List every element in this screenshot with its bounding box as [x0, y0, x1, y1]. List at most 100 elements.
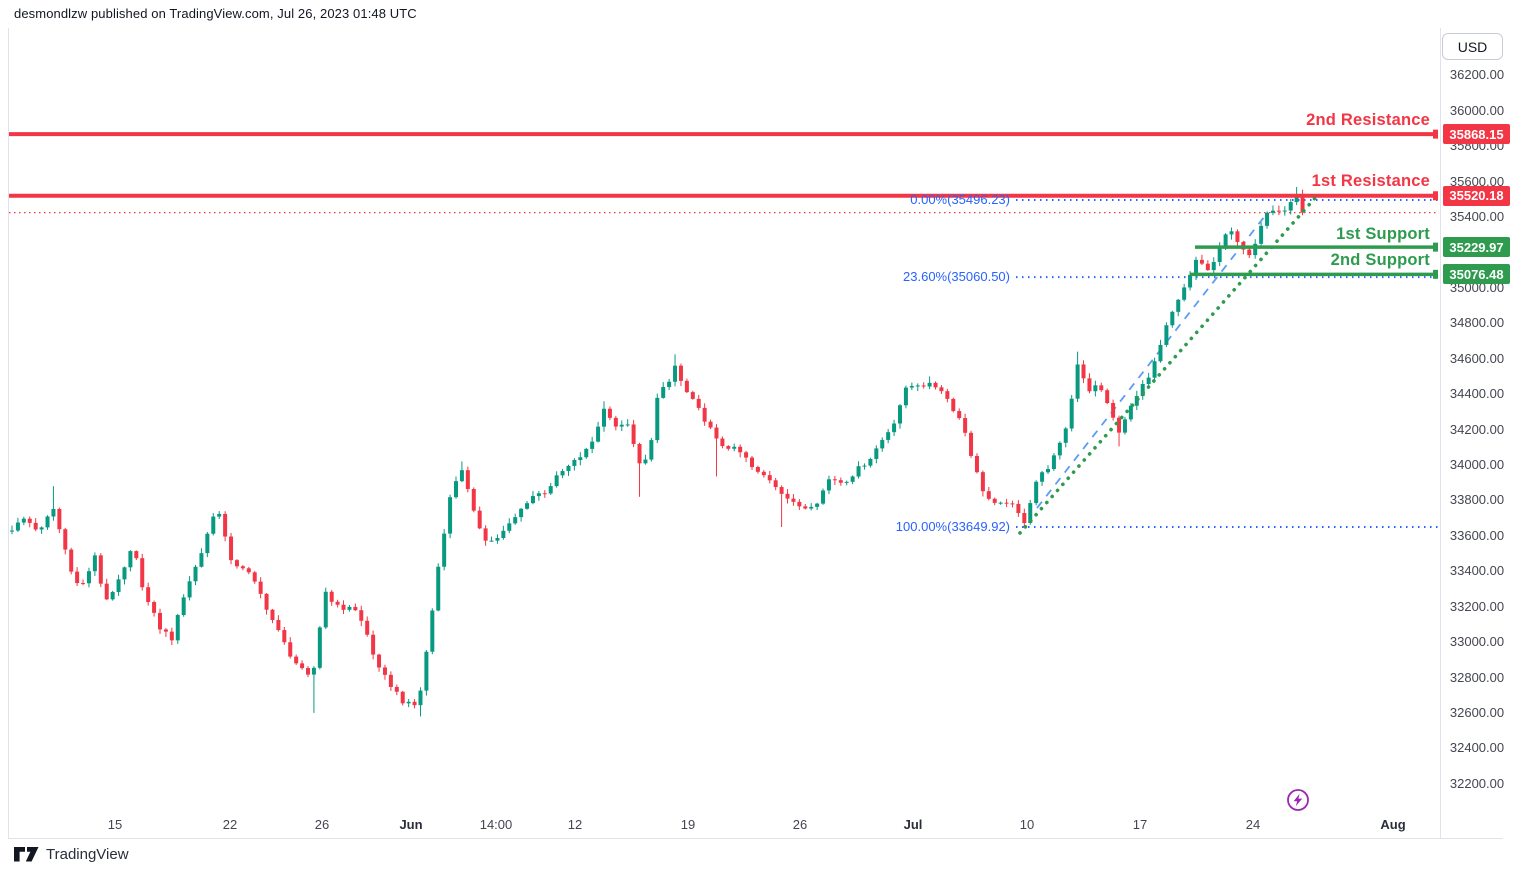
- candle-body: [400, 691, 405, 704]
- candle-body: [465, 470, 470, 489]
- candle-body: [637, 443, 642, 464]
- time-tick-12: 12: [567, 817, 583, 832]
- candle-body: [655, 397, 660, 441]
- candle-body: [51, 508, 56, 517]
- candle-body: [1152, 361, 1157, 378]
- candle-body: [1105, 390, 1110, 404]
- candle-body: [382, 667, 387, 675]
- candle-body: [116, 579, 121, 593]
- candle-body: [169, 631, 174, 641]
- candle-body: [252, 572, 257, 582]
- candle-body: [1259, 225, 1264, 244]
- currency-toggle-button[interactable]: USD: [1442, 33, 1503, 60]
- candle-body: [1016, 503, 1021, 514]
- candle-body: [915, 385, 920, 387]
- attribution-text: desmondlzw published on TradingView.com,…: [14, 6, 417, 21]
- candle-body: [696, 398, 701, 408]
- candle-body: [270, 609, 275, 621]
- candle-body: [903, 387, 908, 406]
- level-label-1st-resistance: 1st Resistance: [1311, 172, 1430, 190]
- candle-body: [1040, 472, 1045, 482]
- candle-body: [513, 517, 518, 524]
- candle-body: [317, 627, 322, 668]
- price-tick: 33400.00: [1449, 563, 1505, 579]
- fib-label-23.6: 23.60%(35060.50): [903, 269, 1010, 285]
- candle-body: [1004, 502, 1009, 504]
- candle-body: [181, 597, 186, 616]
- candle-body: [1294, 194, 1299, 203]
- price-badge: 35868.15: [1443, 124, 1510, 145]
- price-tick: 34200.00: [1449, 421, 1505, 437]
- candle-body: [714, 427, 719, 439]
- level-label-1st-support: 1st Support: [1336, 225, 1430, 243]
- candle-body: [667, 381, 672, 388]
- candle-body: [1276, 210, 1281, 212]
- candle-body: [963, 418, 968, 433]
- price-tick: 33200.00: [1449, 598, 1505, 614]
- candle-body: [1057, 442, 1062, 456]
- candle-body: [1111, 403, 1116, 418]
- candle-body: [957, 411, 962, 419]
- price-tick: 33000.00: [1449, 634, 1505, 650]
- candle-body: [347, 606, 352, 610]
- candle-body: [1253, 243, 1258, 256]
- candle-body: [643, 459, 648, 464]
- candle-body: [572, 459, 577, 466]
- candle-body: [1122, 419, 1127, 433]
- dotted-trendline[interactable]: [1018, 196, 1317, 535]
- candle-body: [394, 686, 399, 692]
- candle-body: [15, 522, 20, 531]
- candle-body: [690, 392, 695, 399]
- candle-body: [1288, 202, 1293, 211]
- candle-body: [1170, 311, 1175, 326]
- candle-body: [1164, 325, 1169, 345]
- pane-left-border: [8, 28, 9, 839]
- candle-body: [128, 551, 133, 568]
- candle-body: [311, 667, 316, 675]
- candle-body: [199, 553, 204, 567]
- candle-body: [554, 475, 559, 487]
- candle-body: [1211, 262, 1216, 271]
- candle-body: [779, 487, 784, 494]
- candle-body: [418, 690, 423, 706]
- candle-body: [1069, 398, 1074, 429]
- candle-body: [329, 591, 334, 602]
- candle-body: [223, 513, 228, 537]
- fib-label-0: 0.00%(35496.23): [910, 192, 1010, 207]
- candle-body: [507, 523, 512, 531]
- candle-body: [430, 610, 435, 652]
- time-tick-jun: Jun: [399, 817, 423, 832]
- candle-body: [1270, 210, 1275, 213]
- flash-idea-icon[interactable]: [1286, 788, 1310, 812]
- candle-body: [471, 488, 476, 511]
- candle-body: [365, 620, 370, 635]
- candle-body: [673, 365, 678, 382]
- candle-body: [1022, 513, 1027, 524]
- candle-body: [980, 472, 985, 492]
- price-tick: 33800.00: [1449, 492, 1505, 508]
- candle-body: [1051, 455, 1056, 469]
- candle-body: [359, 610, 364, 621]
- dashed-trendline[interactable]: [1036, 211, 1269, 509]
- candle-body: [1176, 299, 1181, 312]
- candle-body: [1199, 259, 1204, 264]
- candle-body: [726, 446, 731, 449]
- candle-body: [1217, 245, 1222, 263]
- candle-body: [211, 516, 216, 534]
- candle-body: [140, 558, 145, 588]
- candle-body: [92, 555, 97, 572]
- candle-body: [436, 566, 441, 611]
- candle-body: [45, 516, 50, 528]
- tradingview-footer[interactable]: TradingView: [14, 846, 129, 863]
- price-tick: 33600.00: [1449, 527, 1505, 543]
- pane-bottom-border: [8, 838, 1503, 839]
- candle-body: [803, 506, 808, 509]
- candle-body: [264, 593, 269, 610]
- candle-body: [459, 470, 464, 482]
- candle-body: [767, 475, 772, 481]
- level-line-endcap: [1433, 129, 1438, 139]
- candle-body: [27, 518, 32, 523]
- candle-body: [584, 448, 589, 458]
